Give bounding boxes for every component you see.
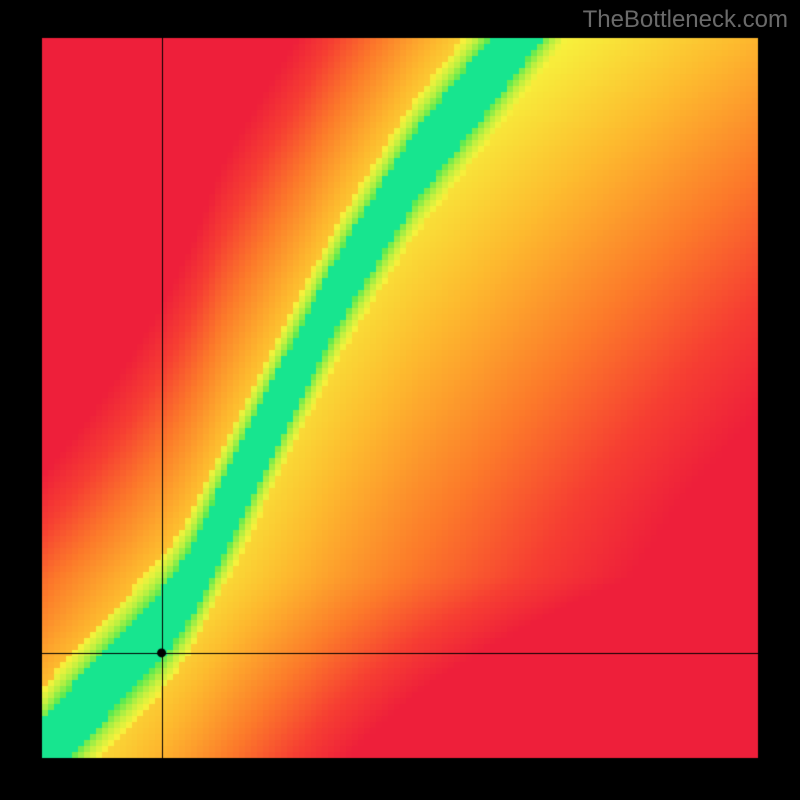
chart-container: TheBottleneck.com	[0, 0, 800, 800]
heatmap-canvas	[0, 0, 800, 800]
watermark-text: TheBottleneck.com	[583, 6, 788, 34]
